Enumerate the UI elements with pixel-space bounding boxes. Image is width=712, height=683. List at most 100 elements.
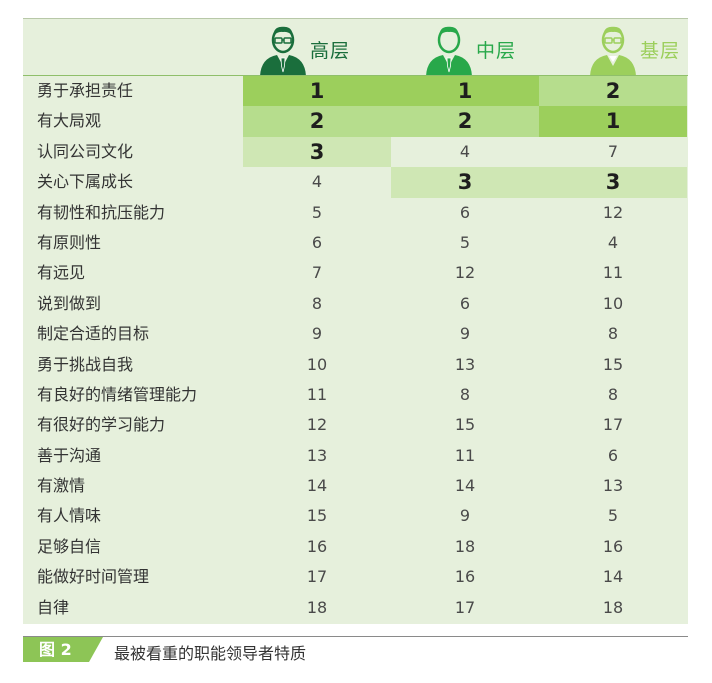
- rank-cell: 9: [459, 324, 471, 344]
- junior-person-icon: [590, 26, 636, 76]
- rank-cell: 5: [311, 202, 323, 222]
- rank-cell: 17: [454, 597, 476, 617]
- rank-cell: 14: [602, 567, 624, 587]
- rank-cell: 13: [602, 476, 624, 496]
- rank-cell: 6: [311, 232, 323, 252]
- rank-cell: 7: [607, 141, 619, 161]
- table-row: 关心下属成长 4 3 3: [23, 167, 688, 198]
- rank-cell: 3: [243, 136, 391, 168]
- table-row: 勇于承担责任 1 1 2: [23, 76, 688, 107]
- rank-cell: 5: [607, 506, 619, 526]
- table-row: 自律 18 17 18: [23, 593, 688, 623]
- figure-label: 图 2: [39, 640, 72, 659]
- rank-cell: 1: [391, 76, 539, 107]
- rank-cell: 6: [607, 445, 619, 465]
- rank-cell: 6: [459, 202, 471, 222]
- rank-cell: 11: [306, 384, 328, 404]
- trait-name: 有远见: [37, 263, 86, 283]
- rank-cell: 4: [459, 141, 471, 161]
- column-header-middle: 中层: [424, 22, 574, 76]
- rank-cell: 18: [454, 536, 476, 556]
- figure-caption: 最被看重的职能领导者特质: [114, 644, 307, 663]
- rank-cell: 17: [602, 415, 624, 435]
- rank-cell: 1: [539, 106, 687, 137]
- table-row: 认同公司文化 3 4 7: [23, 136, 688, 168]
- rank-cell: 13: [306, 445, 328, 465]
- trait-name: 有原则性: [37, 232, 102, 252]
- rank-cell: 11: [454, 445, 476, 465]
- trait-name: 有人情味: [37, 506, 102, 526]
- rank-cell: 14: [454, 476, 476, 496]
- table-row: 有韧性和抗压能力 5 6 12: [23, 198, 688, 228]
- trait-name: 有很好的学习能力: [37, 415, 166, 435]
- rank-cell: 12: [306, 415, 328, 435]
- column-label-junior: 基层: [640, 40, 681, 62]
- rank-cell: 15: [454, 415, 476, 435]
- rank-cell: 7: [311, 263, 323, 283]
- rank-cell: 14: [306, 476, 328, 496]
- table-row: 勇于挑战自我 10 13 15: [23, 350, 688, 380]
- trait-name: 有大局观: [37, 111, 102, 131]
- middle-person-icon: [426, 26, 472, 76]
- trait-name: 认同公司文化: [37, 141, 134, 161]
- rank-cell: 9: [459, 506, 471, 526]
- table-row: 能做好时间管理 17 16 14: [23, 562, 688, 592]
- trait-name: 有良好的情绪管理能力: [37, 384, 198, 404]
- rank-cell: 10: [306, 354, 328, 374]
- rank-cell: 3: [391, 167, 539, 198]
- table-row: 有激情 14 14 13: [23, 471, 688, 501]
- column-header-junior: 基层: [588, 22, 712, 76]
- trait-name: 足够自信: [37, 536, 102, 556]
- column-header-senior: 高层: [258, 22, 408, 76]
- rank-cell: 16: [602, 536, 624, 556]
- rank-cell: 18: [306, 597, 328, 617]
- trait-name: 能做好时间管理: [37, 567, 150, 587]
- rank-cell: 8: [607, 384, 619, 404]
- rank-cell: 15: [602, 354, 624, 374]
- rank-cell: 2: [539, 76, 687, 107]
- rank-cell: 11: [602, 263, 624, 283]
- rank-cell: 3: [539, 167, 687, 198]
- rank-cell: 16: [306, 536, 328, 556]
- bottom-rule: [23, 636, 688, 637]
- table-row: 有远见 7 12 11: [23, 258, 688, 288]
- rank-cell: 8: [607, 324, 619, 344]
- rank-cell: 4: [607, 232, 619, 252]
- senior-person-icon: [260, 26, 306, 76]
- table-row: 善于沟通 13 11 6: [23, 441, 688, 471]
- table-body: 勇于承担责任 1 1 2 有大局观 2 2 1 认同公司文化 3 4 7 关心下属成长 4 3 3 有韧性和抗压…: [23, 76, 688, 623]
- table-row: 有大局观 2 2 1: [23, 106, 688, 137]
- figure-badge: 图 2: [23, 637, 113, 662]
- rank-cell: 18: [602, 597, 624, 617]
- rank-cell: 8: [311, 293, 323, 313]
- rank-cell: 12: [454, 263, 476, 283]
- rank-cell: 12: [602, 202, 624, 222]
- table-row: 有很好的学习能力 12 15 17: [23, 410, 688, 440]
- rank-cell: 13: [454, 354, 476, 374]
- rank-cell: 9: [311, 324, 323, 344]
- header-rule: [23, 75, 688, 76]
- trait-name: 有韧性和抗压能力: [37, 202, 166, 222]
- trait-name: 勇于承担责任: [37, 81, 134, 100]
- trait-name: 说到做到: [37, 293, 102, 313]
- rank-cell: 10: [602, 293, 624, 313]
- top-rule: [23, 18, 688, 19]
- table-row: 说到做到 8 6 10: [23, 289, 688, 319]
- table-row: 足够自信 16 18 16: [23, 532, 688, 562]
- rank-cell: 8: [459, 384, 471, 404]
- table-row: 有人情味 15 9 5: [23, 501, 688, 531]
- column-label-middle: 中层: [476, 40, 517, 62]
- rank-cell: 6: [459, 293, 471, 313]
- rank-cell: 17: [306, 567, 328, 587]
- table-row: 有原则性 6 5 4: [23, 228, 688, 258]
- rank-cell: 2: [243, 106, 391, 137]
- table-row: 有良好的情绪管理能力 11 8 8: [23, 380, 688, 410]
- trait-name: 善于沟通: [37, 445, 102, 465]
- rank-cell: 5: [459, 232, 471, 252]
- rank-cell: 2: [391, 106, 539, 137]
- rank-cell: 15: [306, 506, 328, 526]
- table-row: 制定合适的目标 9 9 8: [23, 319, 688, 349]
- rank-cell: 16: [454, 567, 476, 587]
- trait-name: 制定合适的目标: [37, 324, 150, 344]
- rank-cell: 4: [311, 172, 323, 192]
